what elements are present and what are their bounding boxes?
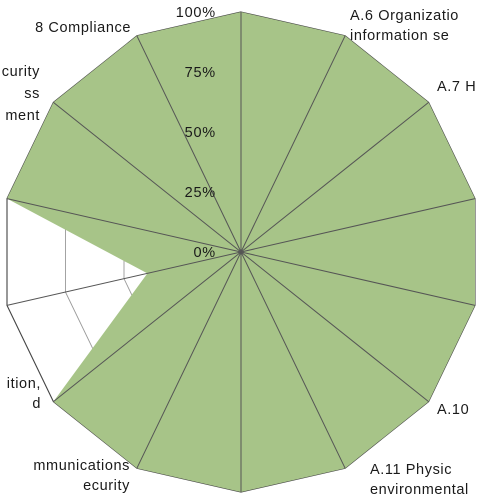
spoke-4	[240, 198, 476, 253]
axis-label-11-line-1: A.11 Physic	[370, 462, 452, 478]
axis-label-17-line-1: curity	[2, 64, 40, 80]
radial-tick-labels: 0% 25% 50% 75% 100%	[176, 5, 216, 261]
spoke-10	[53, 251, 242, 402]
tick-label-0: 0%	[193, 245, 216, 261]
tick-label-50: 50%	[185, 125, 216, 141]
spoke-12	[6, 198, 242, 253]
axis-labels: A.6 Organizatio information se A.7 H A.10 A.…	[2, 8, 476, 497]
tick-label-75: 75%	[185, 65, 216, 81]
axis-label-18-line-1: 8 Compliance	[35, 20, 131, 36]
axis-label-11-line-2: environmental	[370, 482, 469, 497]
axis-label-6-line-2: information se	[350, 28, 449, 44]
axis-label-10-line-1: A.10	[437, 402, 469, 418]
tick-label-25: 25%	[185, 185, 216, 201]
axis-label-13-line-1: mmunications	[33, 458, 130, 474]
spoke-13	[53, 102, 242, 253]
spoke-11	[6, 251, 242, 306]
axis-label-13-line-2: ecurity	[83, 478, 130, 494]
axis-label-6-line-1: A.6 Organizatio	[350, 8, 459, 24]
spoke-6	[240, 251, 429, 402]
spoke-14	[136, 35, 242, 253]
spoke-9	[136, 251, 242, 469]
spoke-7	[240, 251, 346, 469]
tick-label-100: 100%	[176, 5, 216, 21]
spoke-3	[240, 102, 429, 253]
spoke-2	[240, 35, 346, 253]
axis-label-14-line-1: ition,	[7, 376, 41, 392]
axis-label-17-line-2: ss	[24, 86, 40, 102]
spoke-5	[240, 251, 476, 306]
axis-label-14-line-2: d	[32, 396, 41, 412]
radar-spokes	[6, 12, 476, 492]
axis-label-7-line-1: A.7 H	[437, 79, 476, 95]
axis-label-17-line-3: ment	[5, 108, 40, 124]
